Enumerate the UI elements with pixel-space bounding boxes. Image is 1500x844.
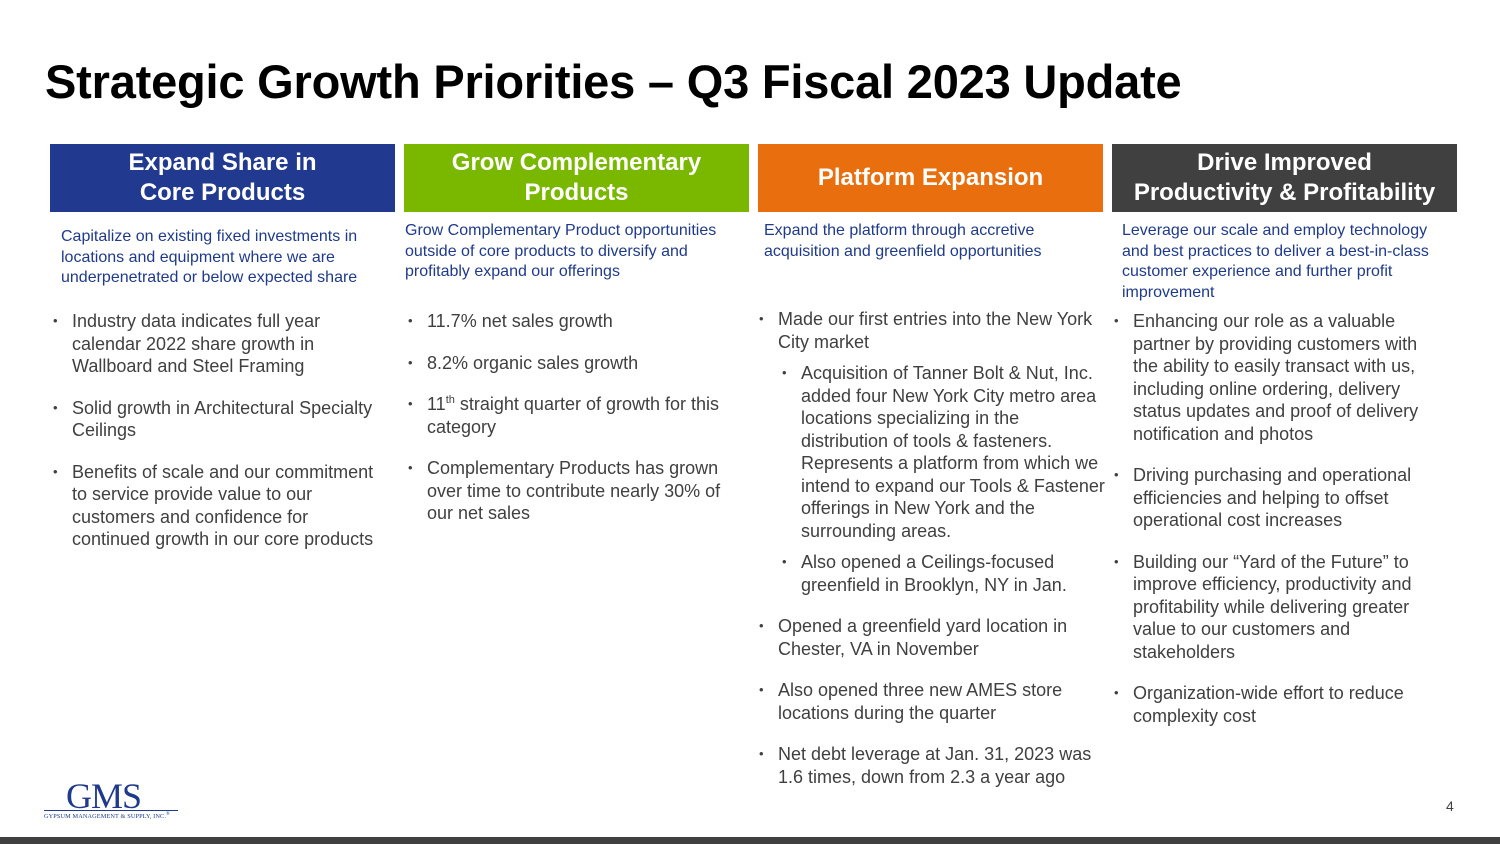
header-expand-share: Expand Share in Core Products <box>50 144 395 212</box>
subtitle-complementary-products: Grow Complementary Product opportunities… <box>405 222 717 281</box>
bullets-expand-share: Industry data indicates full year calend… <box>50 310 385 551</box>
list-item: Organization-wide effort to reduce compl… <box>1111 682 1446 727</box>
ordinal-number: 11 <box>427 394 446 414</box>
bullets-productivity-profitability: Enhancing our role as a valuable partner… <box>1111 310 1446 727</box>
header-complementary-products-label: Grow Complementary Products <box>451 149 702 206</box>
subtitle-expand-share: Capitalize on existing fixed investments… <box>61 228 358 287</box>
list-item: Also opened three new AMES store locatio… <box>756 679 1106 724</box>
list-item: 8.2% organic sales growth <box>405 352 745 375</box>
company-logo: GMS GYPSUM MANAGEMENT & SUPPLY, INC.® <box>44 778 184 822</box>
list-item: Made our first entries into the New York… <box>756 308 1106 353</box>
list-item: Enhancing our role as a valuable partner… <box>1111 310 1446 445</box>
list-item: Opened a greenfield yard location in Che… <box>756 615 1106 660</box>
list-item: Industry data indicates full year calend… <box>50 310 385 378</box>
registered-mark: ® <box>166 812 170 817</box>
bullet-text: straight quarter of growth for this cate… <box>427 394 720 437</box>
header-productivity-profitability: Drive Improved Productivity & Profitabil… <box>1112 144 1457 212</box>
list-item: Acquisition of Tanner Bolt & Nut, Inc. a… <box>756 362 1106 542</box>
list-item: 11.7% net sales growth <box>405 310 745 333</box>
header-complementary-products: Grow Complementary Products <box>404 144 749 212</box>
subtitle-productivity-profitability: Leverage our scale and employ technology… <box>1122 222 1429 301</box>
list-item: Also opened a Ceilings-focused greenfiel… <box>756 551 1106 596</box>
logo-mark: GMS <box>66 776 142 816</box>
logo-subtitle: GYPSUM MANAGEMENT & SUPPLY, INC.® <box>44 812 170 820</box>
ordinal-suffix: th <box>445 394 455 406</box>
header-productivity-profitability-label: Drive Improved Productivity & Profitabil… <box>1133 149 1436 206</box>
slide-title: Strategic Growth Priorities – Q3 Fiscal … <box>45 55 1182 108</box>
list-item: Driving purchasing and operational effic… <box>1111 464 1446 532</box>
list-item: Complementary Products has grown over ti… <box>405 457 745 525</box>
page-number: 4 <box>1446 798 1454 814</box>
list-item: Building our “Yard of the Future” to imp… <box>1111 551 1446 664</box>
subtitle-platform-expansion: Expand the platform through accretive ac… <box>764 222 1042 260</box>
header-expand-share-label: Expand Share in Core Products <box>128 149 317 206</box>
list-item: Net debt leverage at Jan. 31, 2023 was 1… <box>756 743 1106 788</box>
footer-bar <box>0 837 1500 844</box>
bullets-complementary-products: 11.7% net sales growth 8.2% organic sale… <box>405 310 745 525</box>
logo-subtitle-text: GYPSUM MANAGEMENT & SUPPLY, INC. <box>44 813 166 821</box>
list-item: Benefits of scale and our commitment to … <box>50 461 385 551</box>
list-item: 11th straight quarter of growth for this… <box>405 393 745 438</box>
logo-divider <box>44 810 178 811</box>
list-item: Solid growth in Architectural Specialty … <box>50 397 385 442</box>
bullets-platform-expansion: Made our first entries into the New York… <box>756 308 1106 788</box>
header-platform-expansion: Platform Expansion <box>758 144 1103 212</box>
header-platform-expansion-label: Platform Expansion <box>817 164 1044 191</box>
